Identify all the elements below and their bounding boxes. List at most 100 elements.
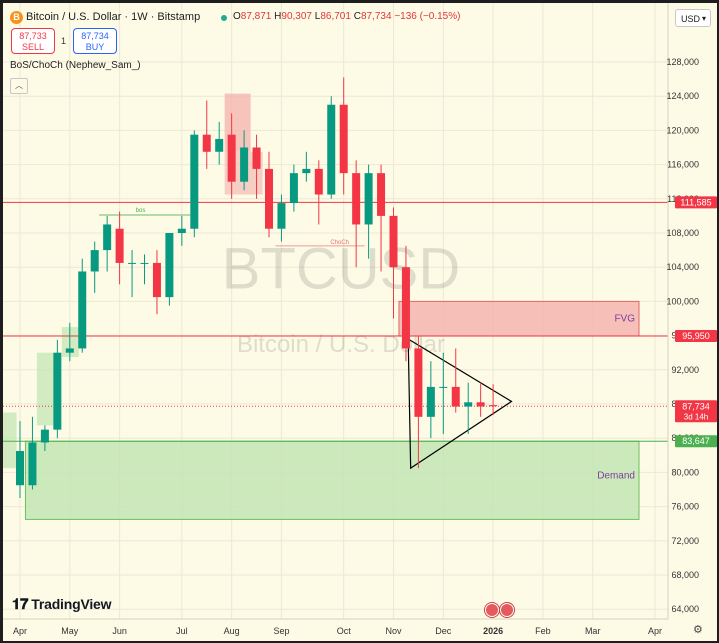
candle-down: [339, 104, 348, 174]
brand-name: TradingView: [31, 596, 112, 612]
candle-down: [352, 173, 361, 225]
demand-label: Demand: [597, 470, 635, 481]
candle-up: [439, 386, 448, 388]
candle-down: [202, 134, 211, 152]
low-label: L: [314, 11, 321, 22]
candle-down: [252, 147, 261, 169]
buy-button[interactable]: 87,734 BUY: [73, 28, 117, 54]
candle-up: [364, 173, 373, 225]
candle-up: [277, 203, 286, 229]
candle-down: [489, 405, 498, 407]
watermark-symbol: BTCUSD: [222, 237, 460, 302]
candle-down: [476, 402, 485, 407]
y-tick-label: 124,000: [666, 91, 699, 101]
candle-down: [377, 173, 386, 216]
sell-button[interactable]: 87,733 SELL: [11, 28, 55, 54]
candle-up: [464, 402, 473, 407]
price-tag-timer: 3d 14h: [684, 412, 708, 421]
y-tick-label: 108,000: [666, 228, 699, 238]
tradingview-logo[interactable]: 𝟏𝟕 TradingView: [12, 596, 111, 613]
candle-down: [451, 386, 460, 407]
price-tag: [675, 196, 717, 209]
candle-up: [128, 262, 137, 264]
currency-value: USD: [681, 14, 701, 24]
price-tag-label: 95,950: [682, 331, 710, 341]
sell-label: SELL: [21, 42, 45, 52]
collapse-chevron-icon[interactable]: ︿: [10, 78, 28, 94]
price-axis[interactable]: [668, 3, 717, 641]
candle-up: [78, 271, 87, 349]
bos-label: bos: [136, 208, 146, 214]
indicator-label[interactable]: BoS/ChoCh (Nephew_Sam_): [10, 60, 141, 71]
low-value: 86,701: [320, 11, 351, 22]
candle-up: [426, 386, 435, 417]
price-tag: [675, 400, 717, 423]
x-tick-label: 2026: [483, 626, 503, 636]
change-value: −136 (−0.15%): [394, 11, 461, 22]
x-tick-label: Nov: [385, 626, 402, 636]
price-tag: [675, 330, 717, 343]
tv-mark-icon: 𝟏𝟕: [12, 596, 29, 613]
candle-down: [152, 262, 161, 298]
event-flags[interactable]: [485, 603, 515, 619]
chevron-down-icon: ▾: [701, 14, 706, 23]
gear-icon[interactable]: ⚙: [693, 624, 703, 636]
bitcoin-logo-icon: B: [10, 11, 23, 24]
candle-up: [103, 224, 112, 251]
y-tick-label: 128,000: [666, 57, 699, 67]
order-block-zone: [3, 412, 17, 469]
price-tag-label: 83,647: [682, 436, 710, 446]
buy-price: 87,734: [81, 31, 109, 41]
y-tick-label: 120,000: [666, 125, 699, 135]
y-tick-label: 68,000: [671, 570, 699, 580]
x-tick-label: Apr: [13, 626, 27, 636]
price-tag-label: 87,734: [682, 401, 710, 411]
x-tick-label: Mar: [585, 626, 601, 636]
symbol-title[interactable]: Bitcoin / U.S. Dollar · 1W · Bitstamp: [26, 11, 201, 23]
market-open-icon: [221, 15, 227, 21]
candle-down: [227, 134, 236, 182]
x-tick-label: Jun: [112, 626, 127, 636]
y-tick-label: 80,000: [671, 467, 699, 477]
x-tick-label: Aug: [224, 626, 240, 636]
price-tag-label: 111,585: [680, 197, 711, 207]
y-tick-label: 72,000: [671, 536, 699, 546]
close-label: C: [353, 11, 361, 22]
buy-label: BUY: [85, 42, 105, 52]
candle-up: [40, 429, 49, 443]
y-tick-label: 76,000: [671, 502, 699, 512]
triangle-pattern: [407, 337, 513, 470]
open-label: O: [233, 11, 241, 22]
candle-up: [53, 352, 62, 430]
x-tick-label: Feb: [535, 626, 551, 636]
candle-up: [177, 228, 186, 233]
us-flag-icon: [485, 603, 499, 617]
currency-select[interactable]: USD ▾: [675, 9, 711, 27]
chart-window: BTCUSD Bitcoin / U.S. Dollar Demand FVG bos C…: [3, 3, 717, 641]
candle-up: [327, 104, 336, 195]
sell-price: 87,733: [19, 31, 47, 41]
candle-up: [65, 348, 74, 353]
fvg-zone: [398, 300, 640, 337]
demand-zone: [24, 440, 640, 520]
candle-up: [289, 173, 298, 204]
x-tick-label: Jul: [176, 626, 188, 636]
y-tick-label: 104,000: [666, 262, 699, 272]
high-value: 90,307: [281, 11, 312, 22]
candle-up: [140, 262, 149, 264]
x-tick-label: May: [61, 626, 79, 636]
x-tick-label: Oct: [337, 626, 352, 636]
candle-up: [28, 442, 37, 486]
open-value: 87,871: [240, 11, 272, 22]
us-flag-icon: [500, 603, 514, 617]
candle-up: [16, 451, 24, 486]
candle-down: [414, 348, 423, 417]
candle-down: [115, 228, 124, 263]
y-tick-label: 64,000: [671, 604, 699, 614]
choch-label: ChoCh: [330, 240, 349, 246]
candle-up: [215, 138, 224, 152]
candle-up: [302, 168, 311, 174]
high-label: H: [274, 11, 282, 22]
candle-up: [90, 250, 99, 272]
